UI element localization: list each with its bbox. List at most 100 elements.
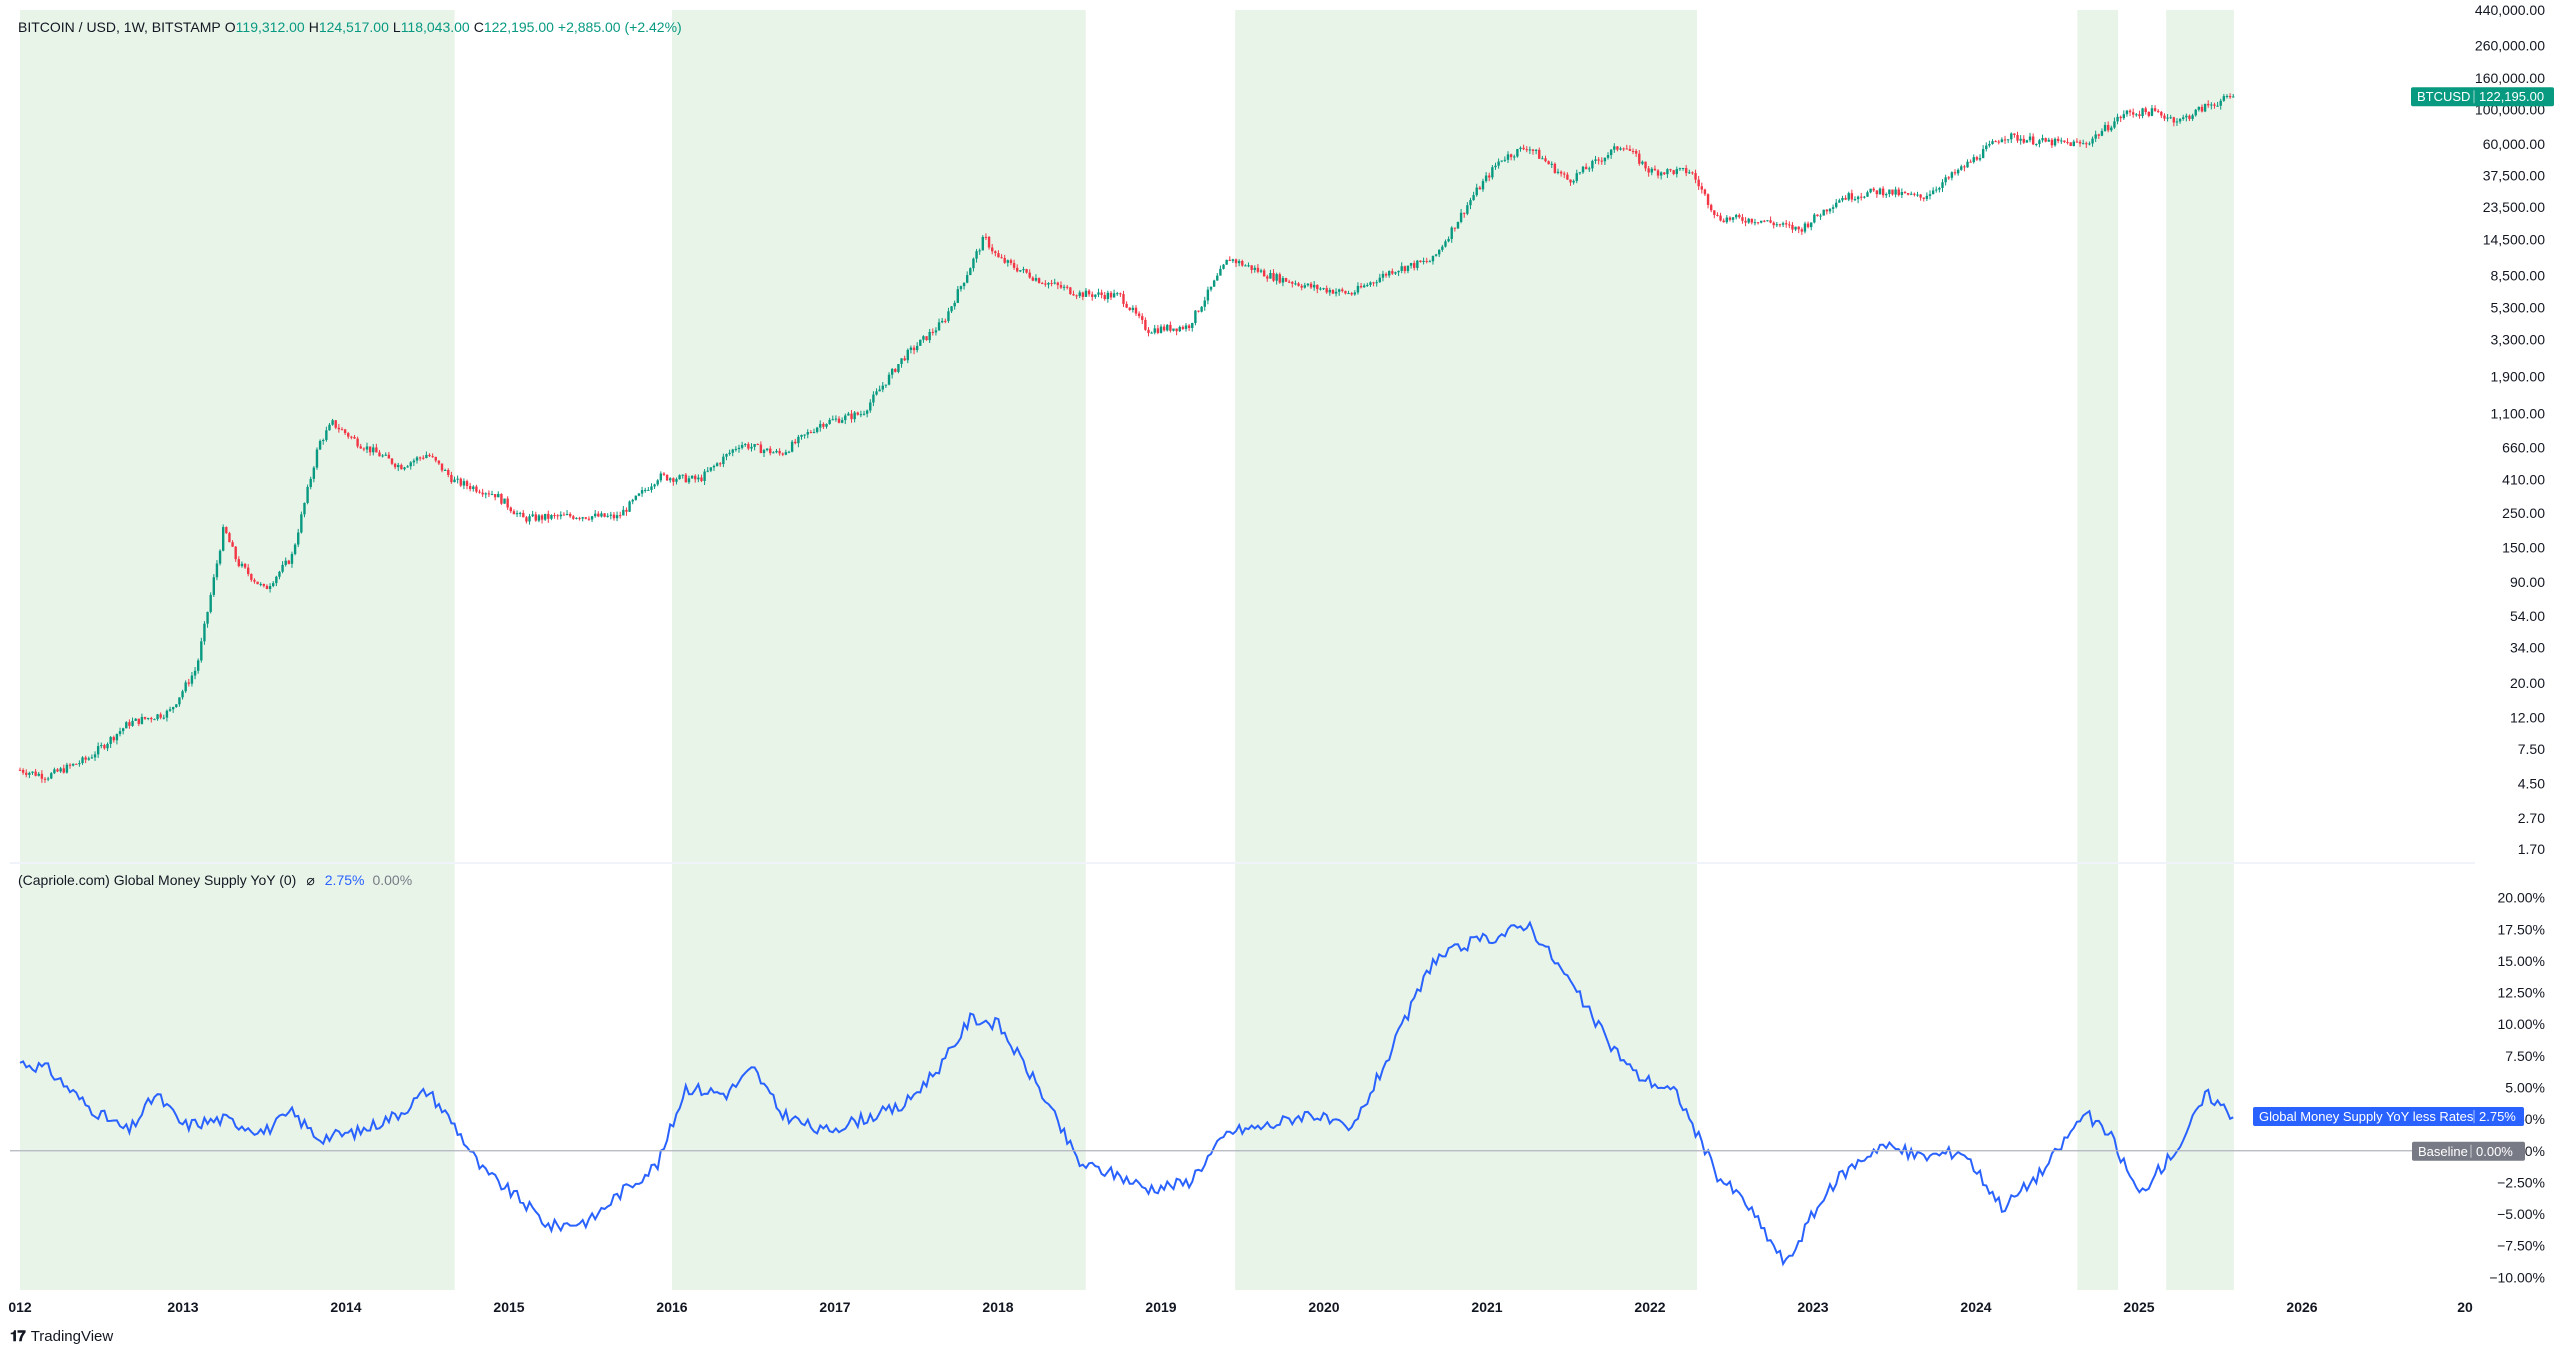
candle-body xyxy=(175,704,178,708)
candle-body xyxy=(2056,138,2060,141)
candle-body xyxy=(2147,112,2151,116)
candle-body xyxy=(1841,197,1844,201)
candle-body xyxy=(765,448,769,451)
candle-body xyxy=(587,518,591,520)
candle-body xyxy=(1028,272,1031,278)
candle-body xyxy=(1875,190,1879,195)
candle-body xyxy=(1003,258,1006,263)
candle-body xyxy=(1316,284,1319,290)
candle-body xyxy=(1153,328,1156,333)
candle-body xyxy=(1025,269,1028,273)
indicator-tick-label: −7.50% xyxy=(2497,1238,2545,1254)
candle-body xyxy=(459,478,462,486)
candle-body xyxy=(287,560,291,564)
candle-body xyxy=(1994,141,1997,143)
candle-body xyxy=(1547,161,1550,165)
candle-body xyxy=(1053,282,1056,284)
candle-body xyxy=(2053,138,2057,146)
candle-body xyxy=(1075,295,1078,297)
candle-body xyxy=(1128,307,1131,310)
candle-body xyxy=(472,486,475,490)
candle-body xyxy=(1534,149,1538,151)
indicator-symbol: ⌀ xyxy=(306,872,315,888)
candle-body xyxy=(1425,260,1428,262)
candle-body xyxy=(1822,209,1825,216)
candle-body xyxy=(1350,293,1353,295)
candle-body xyxy=(1835,202,1838,208)
candle-body xyxy=(1960,166,1963,170)
candle-body xyxy=(31,771,34,773)
candle-body xyxy=(297,532,300,545)
candle-body xyxy=(2131,112,2135,115)
candle-body xyxy=(1885,194,1888,196)
candle-body xyxy=(2203,103,2207,112)
tradingview-branding[interactable]: 𝟏𝟕 TradingView xyxy=(10,1328,113,1345)
candle-body xyxy=(800,434,803,437)
candle-body xyxy=(1250,265,1253,270)
candle-body xyxy=(1488,175,1491,178)
candle-body xyxy=(1625,148,1628,150)
candle-body xyxy=(2207,103,2210,106)
candle-body xyxy=(1247,265,1250,267)
series-line-global-money-supply[interactable] xyxy=(19,920,2234,1267)
candle-body xyxy=(1244,265,1247,267)
price-axis[interactable]: 440,000.00260,000.00160,000.00100,000.00… xyxy=(2475,2,2545,857)
candle-body xyxy=(756,444,759,446)
candle-body xyxy=(1300,285,1303,288)
candle-body xyxy=(1031,277,1035,281)
candle-body xyxy=(1744,220,1747,223)
candle-body xyxy=(1866,192,1869,197)
candle-body xyxy=(1650,168,1653,173)
candle-body xyxy=(37,773,40,776)
price-tick-label: 14,500.00 xyxy=(2483,232,2545,248)
candle-body xyxy=(1753,222,1757,224)
candle-body xyxy=(2031,136,2035,145)
candle-body xyxy=(112,737,115,741)
candle-body xyxy=(1559,171,1563,174)
indicator-title[interactable]: (Capriole.com) Global Money Supply YoY (… xyxy=(18,872,297,888)
candle-body xyxy=(547,513,550,519)
candle-body xyxy=(2213,104,2216,106)
candle-body xyxy=(2219,100,2222,106)
candle-body xyxy=(1606,155,1610,158)
time-axis[interactable]: 012 2013 2014 2015 2016 2017 2018 2019 2020 2021 2… xyxy=(8,1299,2473,1315)
candle-body xyxy=(959,286,963,290)
candle-body xyxy=(1162,326,1166,331)
candle-body xyxy=(865,410,869,414)
candle-body xyxy=(1291,282,1294,284)
candle-body xyxy=(1284,278,1288,282)
candle-body xyxy=(944,320,947,322)
candle-body xyxy=(719,463,722,465)
candle-body xyxy=(769,448,772,454)
candle-body xyxy=(1631,150,1635,152)
candle-body xyxy=(659,473,663,481)
candle-body xyxy=(415,457,419,461)
candle-body xyxy=(1853,199,1857,201)
candle-body xyxy=(1578,172,1582,174)
candle-body xyxy=(218,550,222,564)
candle-body xyxy=(497,493,500,498)
candle-body xyxy=(1381,273,1385,278)
candle-body xyxy=(2060,140,2063,142)
candle-body xyxy=(137,718,140,724)
candle-body xyxy=(1988,143,1991,146)
candle-body xyxy=(975,251,978,259)
candle-body xyxy=(1616,146,1619,150)
indicator-tick-label: 15.00% xyxy=(2498,953,2545,969)
candle-body xyxy=(1391,271,1394,274)
price-tick-label: 440,000.00 xyxy=(2475,2,2545,18)
candle-body xyxy=(1428,261,1432,263)
symbol-title[interactable]: BITCOIN / USD, 1W, BITSTAMP xyxy=(18,19,221,35)
candle-body xyxy=(653,484,656,487)
candle-body xyxy=(1519,147,1522,150)
indicator-axis[interactable]: 20.00% 17.50% 15.00% 12.50% 10.00% 7.50% 5.00%… xyxy=(2489,890,2545,1286)
candle-body xyxy=(1356,285,1360,293)
candle-body xyxy=(1237,261,1241,264)
candle-body xyxy=(1009,260,1013,264)
candle-body xyxy=(46,778,50,780)
candle-body xyxy=(1125,303,1128,308)
tv-logo-icon: 𝟏𝟕 xyxy=(10,1328,26,1345)
indicator-tick-label: 17.50% xyxy=(2498,921,2545,937)
candle-body xyxy=(322,440,325,442)
